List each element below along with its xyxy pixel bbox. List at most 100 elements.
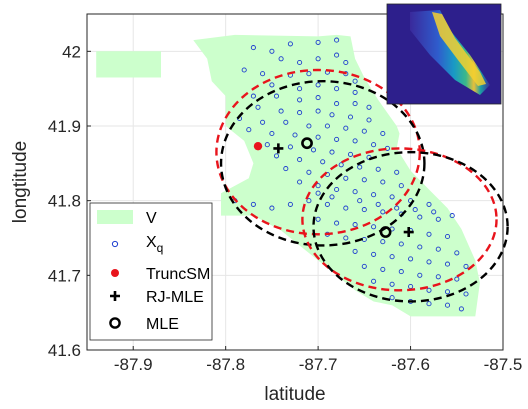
sample-point [389,254,395,260]
sample-point [329,194,335,200]
sample-point [412,207,418,213]
sample-point [398,269,404,275]
sample-point [361,177,367,183]
sample-point [297,179,303,185]
sample-point [352,78,358,84]
sample-point [444,261,451,267]
sample-point [394,169,400,175]
legend-entry-xq: Xq [111,234,163,255]
y-tick-label: 41.8 [48,192,81,211]
sample-point [273,153,280,159]
sample-point [380,266,386,272]
legend-marker-truncsm [111,269,119,277]
legend-marker-xq [111,240,119,248]
sample-point [375,166,381,172]
sample-point [426,287,432,293]
sample-point [320,159,326,165]
sample-point [361,207,367,213]
legend-label-xq: Xq [146,234,163,255]
y-axis-label: longtitude [10,141,31,223]
legend-label-xq-sub: q [157,241,164,255]
ellipses [215,68,509,303]
sample-point [241,67,247,73]
sample-point [398,241,404,247]
sample-point [389,194,395,200]
sample-point [444,233,451,240]
sample-point [398,183,404,189]
sample-point [389,281,395,287]
ellipse-red [301,147,498,292]
sample-point [380,130,386,137]
sample-point [297,97,303,103]
sample-point [246,127,252,133]
sample-point [334,52,340,58]
sample-point [371,251,377,257]
sample-point [347,151,354,157]
sample-point [408,256,414,262]
sample-point [375,201,381,207]
y-tick-label: 41.9 [48,117,81,136]
sample-point [431,209,437,215]
sample-point [269,48,275,54]
sample-point [269,205,275,211]
x-axis-label: latitude [264,384,325,405]
sample-point [283,119,289,125]
ticks: -87.9 -87.8 -87.7 -87.6 -87.5 41.6 41.7 41.8 41.… [48,42,522,374]
sample-point [347,114,354,120]
sample-point [250,93,256,99]
heatmap-inset [386,3,502,105]
sample-point [334,101,340,107]
sample-point [315,56,321,62]
sample-point [287,41,293,47]
sample-point [334,37,340,43]
markers [253,137,414,238]
sample-point [444,289,451,295]
rj-mle-marker [273,143,284,154]
y-tick-label: 41.6 [48,341,81,360]
x-tick-label: -87.7 [299,355,338,374]
y-tick-label: 41.7 [48,266,81,285]
legend-label-rjmle: RJ-MLE [146,289,204,306]
sample-point [338,162,344,168]
sample-point [315,108,321,114]
sample-point [269,82,275,88]
sample-point [366,104,372,110]
sample-point [264,142,270,148]
sample-point [278,56,284,62]
sample-point [417,214,423,220]
sample-point [352,89,358,95]
sample-point [371,142,377,148]
legend-entry-truncsm: TruncSM [111,266,210,283]
sample-point [306,123,312,129]
sample-point [394,205,400,211]
sample-point [444,302,451,308]
sample-point [380,179,386,185]
sample-point [334,86,340,92]
legend-swatch-v [97,210,133,224]
sample-point [458,306,464,312]
sample-point [297,110,303,116]
sample-point [329,112,335,118]
sample-point [352,138,358,144]
sample-point [371,278,377,284]
ellipse-red [215,68,422,236]
sample-point [361,128,367,134]
rj-mle-marker [403,227,414,238]
region-v [96,34,480,317]
sample-point [269,130,275,137]
legend-label-v: V [146,210,157,227]
x-tick-label: -87.8 [206,355,245,374]
sample-point [310,147,317,153]
sample-point [324,201,330,207]
sample-point [306,198,312,204]
sample-point [389,295,395,301]
sample-point [273,93,280,99]
sample-point [306,71,312,77]
sample-point [371,224,377,230]
sample-point [315,216,321,222]
region-v-ohare [96,51,161,78]
sample-point [371,192,377,198]
legend-entry-mle: MLE [109,316,179,333]
axes-box [86,13,504,351]
sample-point [426,301,432,307]
